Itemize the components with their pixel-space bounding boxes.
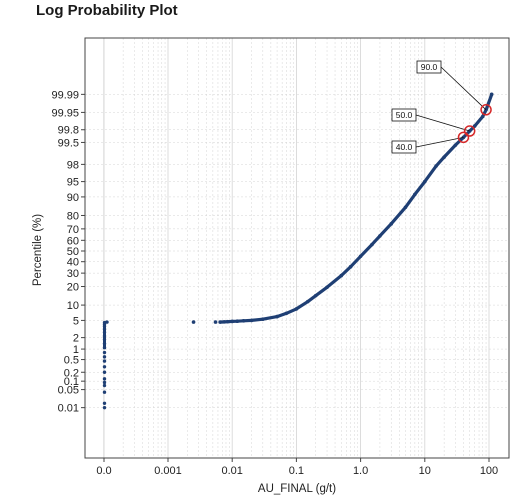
data-point bbox=[230, 319, 234, 324]
callout-label: 40.0 bbox=[396, 142, 413, 152]
data-point bbox=[453, 143, 458, 147]
plot-border bbox=[84, 37, 510, 459]
data-point bbox=[403, 205, 408, 210]
zero-value-point bbox=[105, 320, 109, 324]
callout-box bbox=[391, 108, 417, 122]
zero-value-point bbox=[102, 350, 107, 355]
zero-value-point bbox=[102, 401, 107, 405]
data-point bbox=[358, 254, 363, 259]
data-point bbox=[249, 318, 254, 323]
x-tick-label: 0.001 bbox=[154, 465, 182, 477]
data-point bbox=[339, 273, 344, 278]
callouts: 90.0 50.0 40.0 bbox=[391, 60, 492, 154]
y-tick-label: 2 bbox=[73, 333, 79, 345]
data-point bbox=[348, 264, 353, 269]
data-point bbox=[389, 222, 394, 226]
data-point bbox=[313, 293, 318, 298]
data-point bbox=[275, 314, 279, 319]
data-point bbox=[413, 192, 417, 197]
y-tick-label: 80 bbox=[67, 210, 79, 222]
callout-box bbox=[391, 140, 417, 154]
y-tick-label: 70 bbox=[67, 224, 79, 236]
plot-area bbox=[85, 38, 509, 458]
data-point bbox=[284, 311, 289, 316]
x-tick-label: 0.0 bbox=[96, 465, 111, 477]
y-tick-label: 98 bbox=[67, 159, 79, 171]
data-point bbox=[472, 124, 477, 128]
y-tick-label: 60 bbox=[67, 235, 79, 247]
y-tick-label: 0.2 bbox=[64, 367, 79, 379]
y-tick-label: 99.95 bbox=[51, 107, 79, 119]
data-point bbox=[294, 307, 299, 311]
data-point bbox=[225, 319, 230, 324]
zero-value-point bbox=[102, 380, 107, 385]
zero-value-point bbox=[102, 320, 107, 325]
x-tick-labels: 0.0 0.001 0.01 0.1 1.0 10 100 bbox=[96, 458, 498, 477]
x-tick-label: 0.1 bbox=[289, 465, 304, 477]
data-point bbox=[434, 164, 438, 168]
data-point bbox=[461, 135, 466, 140]
x-axis-title: AU_FINAL (g/t) bbox=[258, 483, 336, 495]
y-tick-label: 40 bbox=[67, 257, 79, 269]
gridlines bbox=[85, 38, 509, 458]
zero-value-point bbox=[102, 383, 107, 388]
zero-value-point bbox=[102, 365, 107, 369]
data-point bbox=[241, 319, 246, 323]
highlight-circle bbox=[463, 125, 476, 137]
data-point bbox=[370, 242, 374, 247]
highlight-circle bbox=[480, 104, 492, 116]
zero-value-point bbox=[102, 390, 107, 394]
y-tick-label: 1 bbox=[73, 344, 79, 356]
x-tick-label: 1.0 bbox=[353, 465, 368, 477]
y-tick-label: 0.1 bbox=[64, 376, 79, 388]
callout-box bbox=[416, 60, 442, 74]
y-tick-label: 95 bbox=[67, 177, 79, 189]
y-tick-label: 0.05 bbox=[58, 385, 79, 397]
callout-label: 50.0 bbox=[396, 110, 413, 120]
data-point bbox=[305, 299, 310, 304]
zero-value-point bbox=[102, 359, 107, 363]
callout-leader bbox=[440, 66, 487, 111]
zero-value-point bbox=[102, 355, 107, 359]
zero-value-point bbox=[102, 370, 107, 374]
data-point bbox=[261, 317, 265, 322]
y-tick-label: 50 bbox=[67, 246, 79, 258]
y-tick-label: 90 bbox=[67, 192, 79, 204]
y-tick-label: 0.5 bbox=[64, 355, 79, 367]
zero-value-point bbox=[102, 377, 107, 381]
y-tick-label: 20 bbox=[67, 282, 79, 294]
y-tick-label: 99.5 bbox=[58, 137, 79, 149]
data-point bbox=[489, 92, 494, 97]
y-tick-label: 30 bbox=[67, 268, 79, 280]
highlight-circle bbox=[457, 131, 470, 144]
callout-leader bbox=[415, 114, 470, 132]
data-point bbox=[423, 179, 427, 184]
y-tick-label: 10 bbox=[67, 300, 79, 312]
callout-label: 90.0 bbox=[421, 62, 438, 72]
x-tick-label: 100 bbox=[480, 465, 498, 477]
data-point bbox=[218, 320, 222, 324]
x-tick-label: 10 bbox=[419, 465, 431, 477]
data-point bbox=[480, 114, 485, 119]
zero-value-point bbox=[102, 405, 107, 410]
data-point bbox=[213, 320, 218, 324]
y-tick-label: 0.01 bbox=[58, 403, 79, 415]
y-tick-label: 5 bbox=[73, 315, 79, 327]
data-point bbox=[191, 320, 196, 324]
data-point bbox=[222, 320, 226, 324]
callout-leader bbox=[415, 136, 464, 148]
data-point bbox=[325, 285, 329, 290]
x-tick-label: 0.01 bbox=[221, 465, 242, 477]
y-tick-label: 99.99 bbox=[51, 89, 79, 101]
y-axis-title: Percentile (%) bbox=[32, 214, 44, 286]
data-point bbox=[235, 319, 240, 324]
data-points bbox=[102, 92, 494, 410]
data-point bbox=[442, 155, 446, 159]
data-point bbox=[378, 234, 382, 238]
chart-title: Log Probability Plot bbox=[36, 2, 178, 19]
y-tick-label: 99.8 bbox=[58, 125, 79, 137]
